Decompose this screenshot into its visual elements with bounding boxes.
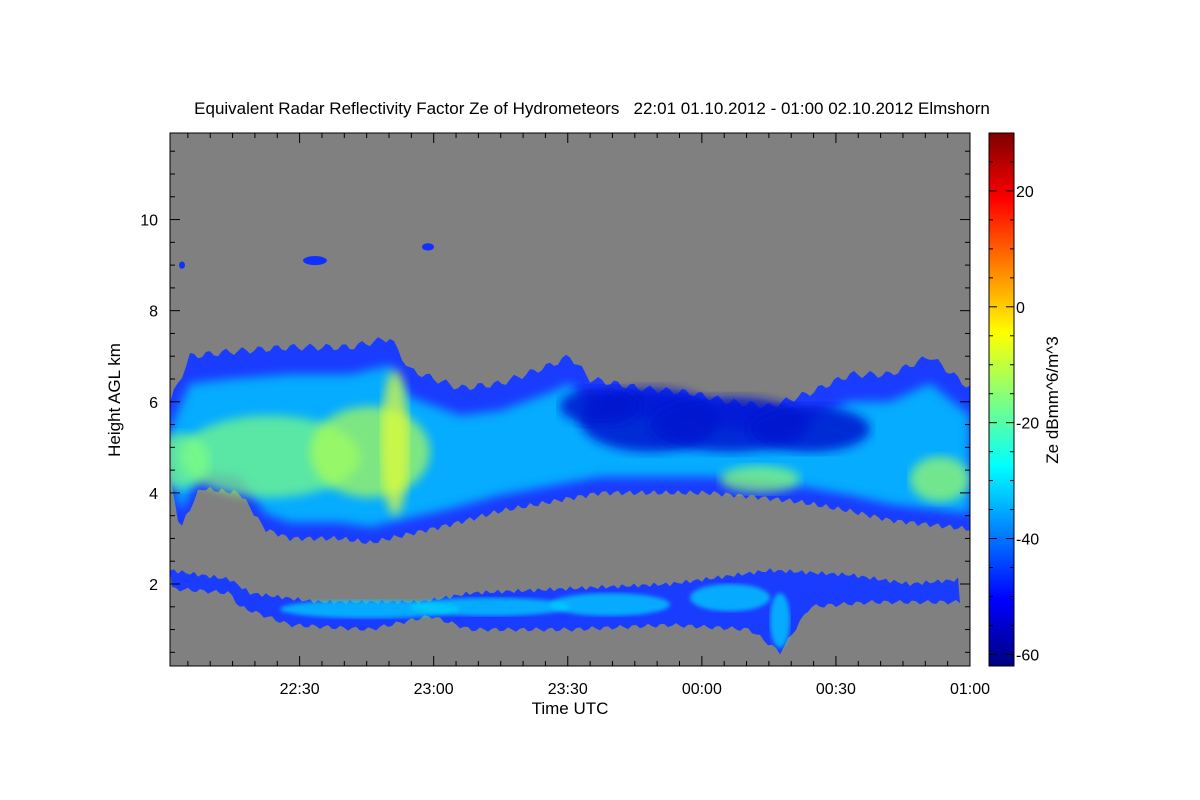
isolated-echo bbox=[303, 255, 327, 266]
x-tick-label: 22:30 bbox=[280, 681, 320, 698]
chart-title: Equivalent Radar Reflectivity Factor Ze … bbox=[194, 99, 990, 118]
low-reflectivity-patch bbox=[560, 388, 640, 425]
colorbar-title: Ze dBmm^6/m^3 bbox=[1043, 336, 1062, 463]
y-tick-label: 8 bbox=[149, 304, 158, 321]
y-axis-title: Height AGL km bbox=[105, 343, 124, 457]
y-axis: 2 4 6 8 10 bbox=[140, 150, 970, 653]
lower-layer-core bbox=[550, 593, 670, 616]
x-tick-label: 23:00 bbox=[414, 681, 454, 698]
isolated-echo bbox=[422, 243, 434, 251]
x-axis: 22:30 23:00 23:30 00:00 00:30 01:00 bbox=[187, 133, 990, 698]
low-reflectivity-patch bbox=[750, 406, 870, 452]
y-tick-label: 2 bbox=[149, 577, 158, 594]
high-reflectivity-streak bbox=[170, 433, 210, 489]
high-reflectivity-streak bbox=[310, 406, 430, 498]
plot-frame bbox=[169, 132, 971, 667]
x-axis-title: Time UTC bbox=[532, 699, 609, 718]
high-reflectivity-streak bbox=[910, 456, 970, 502]
colorbar-tick-label: -60 bbox=[1016, 647, 1039, 664]
high-reflectivity-streak bbox=[381, 369, 409, 516]
colorbar-tick-label: 0 bbox=[1016, 300, 1025, 317]
colorbar bbox=[988, 132, 1015, 667]
x-tick-label: 00:30 bbox=[816, 681, 856, 698]
lower-layer-core bbox=[410, 597, 570, 616]
colorbar-tick-label: -40 bbox=[1016, 532, 1039, 549]
colorbar-ticks: 20 0 -20 -40 -60 bbox=[989, 132, 1039, 664]
x-tick-label: 01:00 bbox=[950, 681, 990, 698]
colorbar-tick-label: 20 bbox=[1016, 184, 1034, 201]
isolated-echo bbox=[179, 261, 185, 269]
reflectivity-field bbox=[170, 243, 970, 655]
lower-layer-core bbox=[770, 593, 790, 648]
y-tick-label: 6 bbox=[149, 395, 158, 412]
x-tick-label: 23:30 bbox=[548, 681, 588, 698]
colorbar-tick-label: -20 bbox=[1016, 416, 1039, 433]
y-tick-label: 4 bbox=[149, 486, 158, 503]
x-tick-label: 00:00 bbox=[682, 681, 722, 698]
high-reflectivity-streak bbox=[720, 465, 800, 493]
lower-layer-core bbox=[690, 584, 770, 612]
y-tick-label: 10 bbox=[140, 213, 158, 230]
